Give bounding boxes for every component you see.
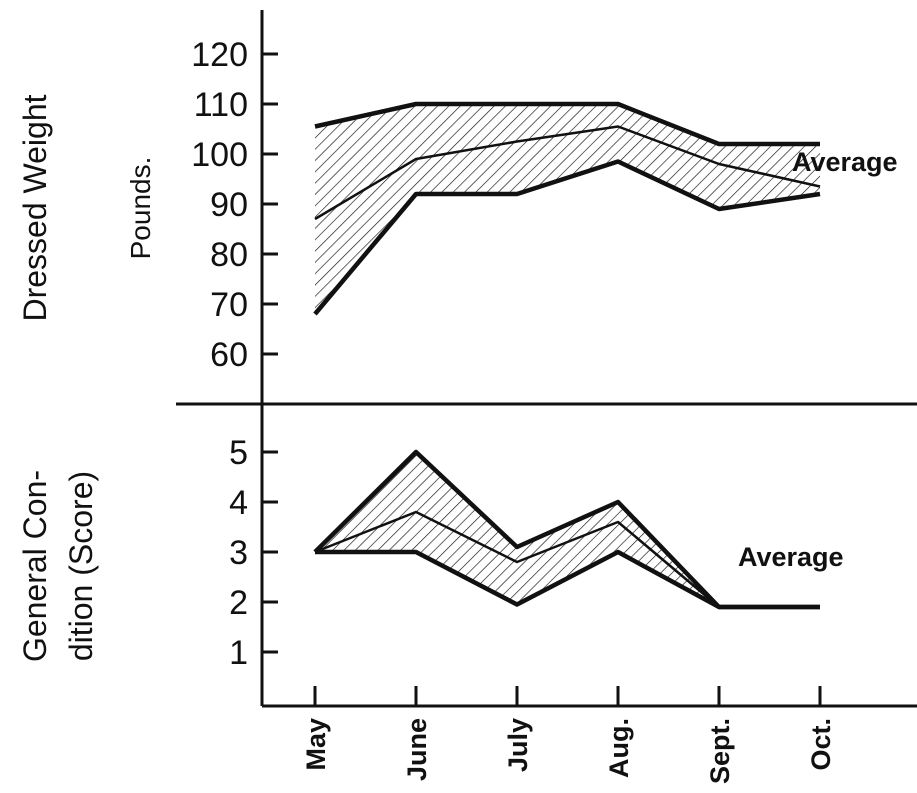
weight-max-line: [314, 101, 820, 147]
x-tick-label-month: June: [402, 718, 432, 781]
weight-y-tick-label: 110: [194, 86, 248, 124]
weight-y-tick-label: 120: [191, 36, 248, 74]
weight-y-tick-label: 100: [191, 136, 248, 174]
weight-y-tick-label: 60: [210, 336, 248, 374]
condition-y-tick-label: 4: [229, 484, 248, 522]
condition-y-tick-label: 3: [229, 534, 248, 572]
weight-min-line: [313, 159, 821, 316]
x-tick-label-month: Sept.: [705, 718, 735, 784]
x-tick-label-month: May: [301, 718, 331, 771]
x-tick-label-month: July: [503, 718, 533, 772]
weight-y-tick-label: 70: [210, 286, 248, 324]
condition-y-axis-title-line1: General Con-: [17, 470, 53, 662]
x-tick-label-month: Oct.: [806, 718, 836, 771]
condition-average-line: [314, 510, 820, 609]
condition-y-tick-label: 1: [229, 634, 248, 672]
weight-y-axis-title: Dressed Weight: [17, 94, 53, 321]
weight-y-tick-label: 80: [210, 236, 248, 274]
weight-y-tick-label: 90: [210, 186, 248, 224]
weight-average-line: [314, 125, 821, 221]
weight-average-label: Average: [792, 147, 898, 177]
condition-range-band: [315, 452, 820, 607]
weight-unit-label: Pounds.: [125, 157, 156, 260]
condition-y-tick-label: 5: [229, 434, 248, 472]
weight-range-band: [315, 104, 820, 314]
condition-y-tick-label: 2: [229, 584, 248, 622]
condition-y-axis-title-line2: dition (Score): [63, 471, 99, 661]
x-tick-label-month: Aug.: [604, 718, 634, 778]
condition-average-label: Average: [738, 542, 844, 572]
